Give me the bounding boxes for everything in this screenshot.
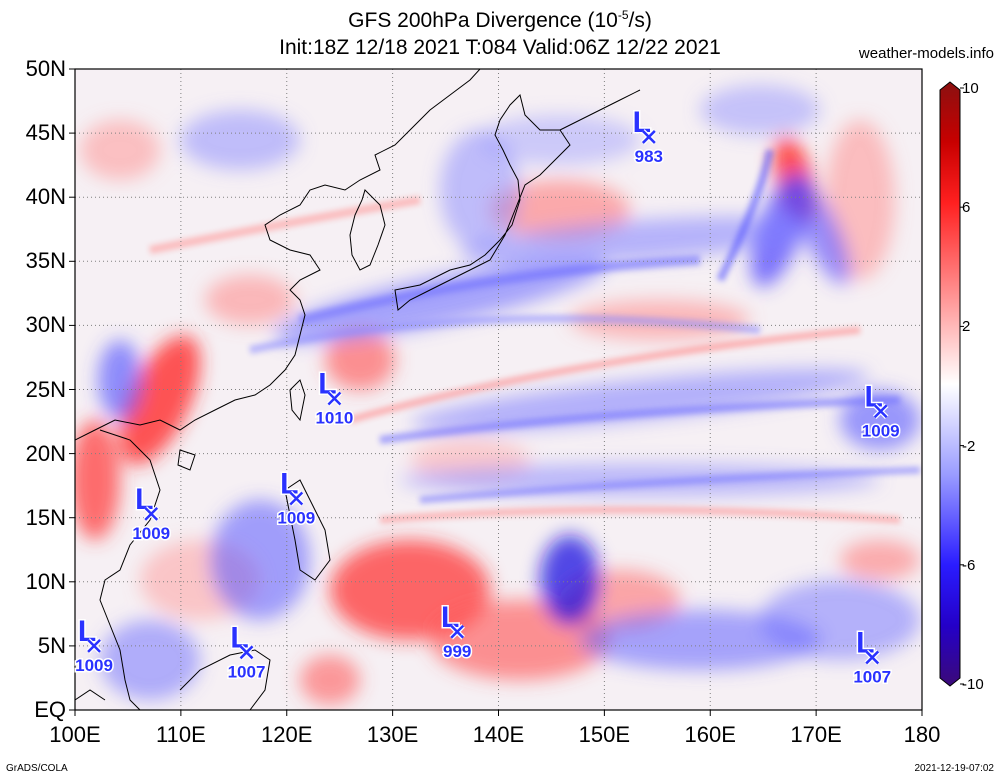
lat-label: 50N [25,56,66,81]
low-center-x-icon [865,650,880,665]
lon-label: 100E [49,722,101,747]
low-pressure-value: 1010 [315,408,353,427]
low-letter: L [280,467,298,500]
low-pressure-value: 1009 [75,656,113,675]
low-pressure-value: 983 [635,147,663,166]
low-pressure-value: 1007 [853,667,891,686]
lon-label: 170E [790,722,842,747]
lon-label: 150E [578,722,631,747]
low-pressure-value: 1007 [228,662,266,681]
low-pressure-value: 1009 [277,508,315,527]
low-marker: L 1010 [314,366,355,429]
lon-label: 120E [261,722,313,747]
low-center-x-icon [327,391,342,406]
map-title: GFS 200hPa Divergence (10-5/s) [348,8,652,32]
site-credit: weather-models.info [858,45,994,62]
low-center-x-icon [144,506,159,521]
low-letter: L [865,380,883,413]
low-pressure-value: 1009 [862,421,900,440]
low-center-x-icon [450,624,465,639]
lat-label: 45N [25,120,66,146]
low-marker: L 983 [631,104,664,167]
colorbar-label: -6 [962,556,976,574]
low-marker: L 1007 [226,620,267,683]
lon-label: 140E [472,722,525,747]
low-center-x-icon [641,130,656,144]
colorbar-label: 2 [962,318,971,336]
colorbar-bar [939,81,961,687]
low-center-x-icon [87,639,101,653]
low-pressure-value: 1009 [132,524,170,543]
low-letter: L [78,615,96,648]
low-marker: L 1009 [276,466,317,529]
lat-label: 15N [25,504,66,530]
map-subtitle: Init:18Z 12/18 2021 T:084 Valid:06Z 12/2… [279,36,721,59]
low-center-x-icon [289,491,304,506]
colorbar [939,81,964,687]
colorbar-label: 6 [962,199,971,217]
low-letter: L [856,626,874,659]
lat-label: 35N [25,248,66,274]
low-letter: L [633,106,651,139]
lon-label: 160E [684,722,736,747]
low-marker: L 1009 [860,379,901,442]
field-blobs [75,85,920,705]
field-streaks [149,149,921,524]
low-marker: L 999 [440,599,473,662]
lon-label: 180 [903,722,941,747]
lat-label: 20N [25,440,66,466]
low-pressure-value: 999 [443,642,471,661]
lat-label: 30N [25,312,66,338]
low-center-x-icon [873,404,888,419]
low-letter: L [230,621,248,654]
footer-timestamp: 2021-12-19-07:02 [914,763,994,774]
coastlines [75,69,641,710]
colorbar-label: -10 [962,676,984,693]
lat-label: EQ [34,697,66,722]
lat-label: 40N [25,184,66,210]
low-letter: L [135,483,153,516]
low-letter: L [318,367,336,400]
lon-label: 110E [156,722,206,747]
colorbar-label: -2 [962,437,976,455]
footer-software: GrADS/COLA [6,763,68,774]
low-marker: L 1007 [852,625,893,688]
lat-label: 10N [25,568,66,594]
low-marker: L 1009 [131,481,172,544]
lat-label: 25N [25,376,66,402]
colorbar-ticks [960,87,964,685]
axis-ticks [69,68,923,716]
colorbar-label: 10 [962,80,979,97]
low-marker: L 1009 [74,613,115,676]
low-letter: L [441,601,459,634]
lat-label: 5N [37,632,66,658]
lon-label: 130E [366,722,419,747]
low-center-x-icon [239,645,254,660]
low-pressure-markers: L 983 L 1010 L 1009 L 1009 L 1009 L 999 L 1009 L 1007 L 1… [74,104,901,688]
graticule [75,69,922,710]
